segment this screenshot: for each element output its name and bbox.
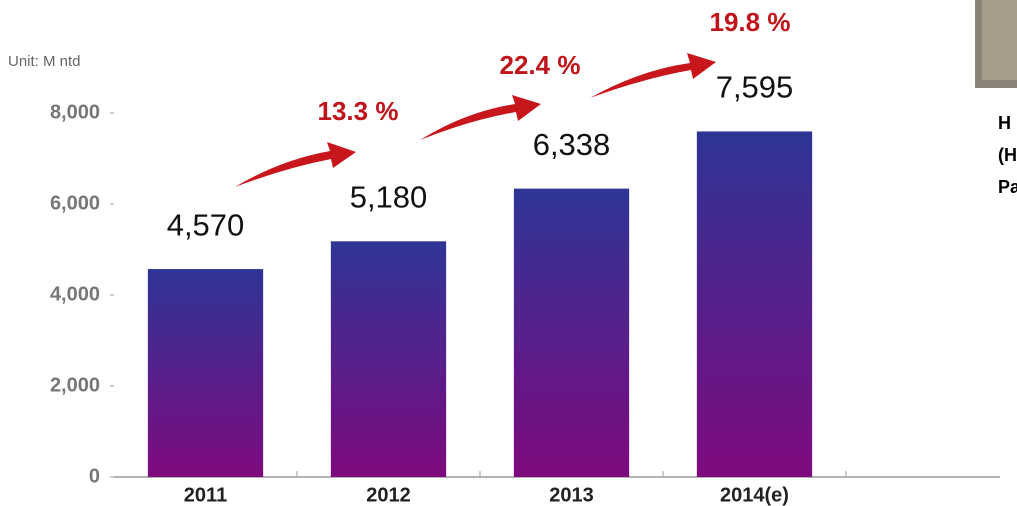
bar xyxy=(696,131,813,478)
photo-detail xyxy=(982,0,1017,80)
value-label: 5,180 xyxy=(350,179,428,214)
y-tick-label: 4,000 xyxy=(50,283,100,305)
y-tick-label: 0 xyxy=(89,465,100,487)
y-tick-label: 6,000 xyxy=(50,192,100,214)
arrow xyxy=(590,53,716,98)
x-tick-label: 2013 xyxy=(549,484,594,506)
growth-label: 22.4 % xyxy=(500,50,581,80)
y-tick-label: 8,000 xyxy=(50,101,100,123)
arrow xyxy=(420,95,541,140)
arrow xyxy=(235,142,356,187)
bar xyxy=(330,241,447,477)
value-label: 4,570 xyxy=(167,207,245,242)
x-tick-label: 2011 xyxy=(184,484,227,506)
growth-label: 13.3 % xyxy=(318,96,399,126)
x-tick-label: 2014(e) xyxy=(720,484,789,506)
side-text: Pa xyxy=(998,177,1017,197)
growth-label: 19.8 % xyxy=(710,7,791,37)
side-text: H xyxy=(998,113,1011,133)
y-tick-label: 2,000 xyxy=(50,374,100,396)
x-tick-label: 2012 xyxy=(366,484,411,506)
value-label: 7,595 xyxy=(716,70,794,105)
bar xyxy=(513,188,630,477)
growth-arrows xyxy=(235,53,716,187)
bar xyxy=(147,269,264,477)
unit-label: Unit: M ntd xyxy=(8,53,81,70)
value-label: 6,338 xyxy=(533,127,611,162)
side-text: (H xyxy=(998,145,1017,165)
